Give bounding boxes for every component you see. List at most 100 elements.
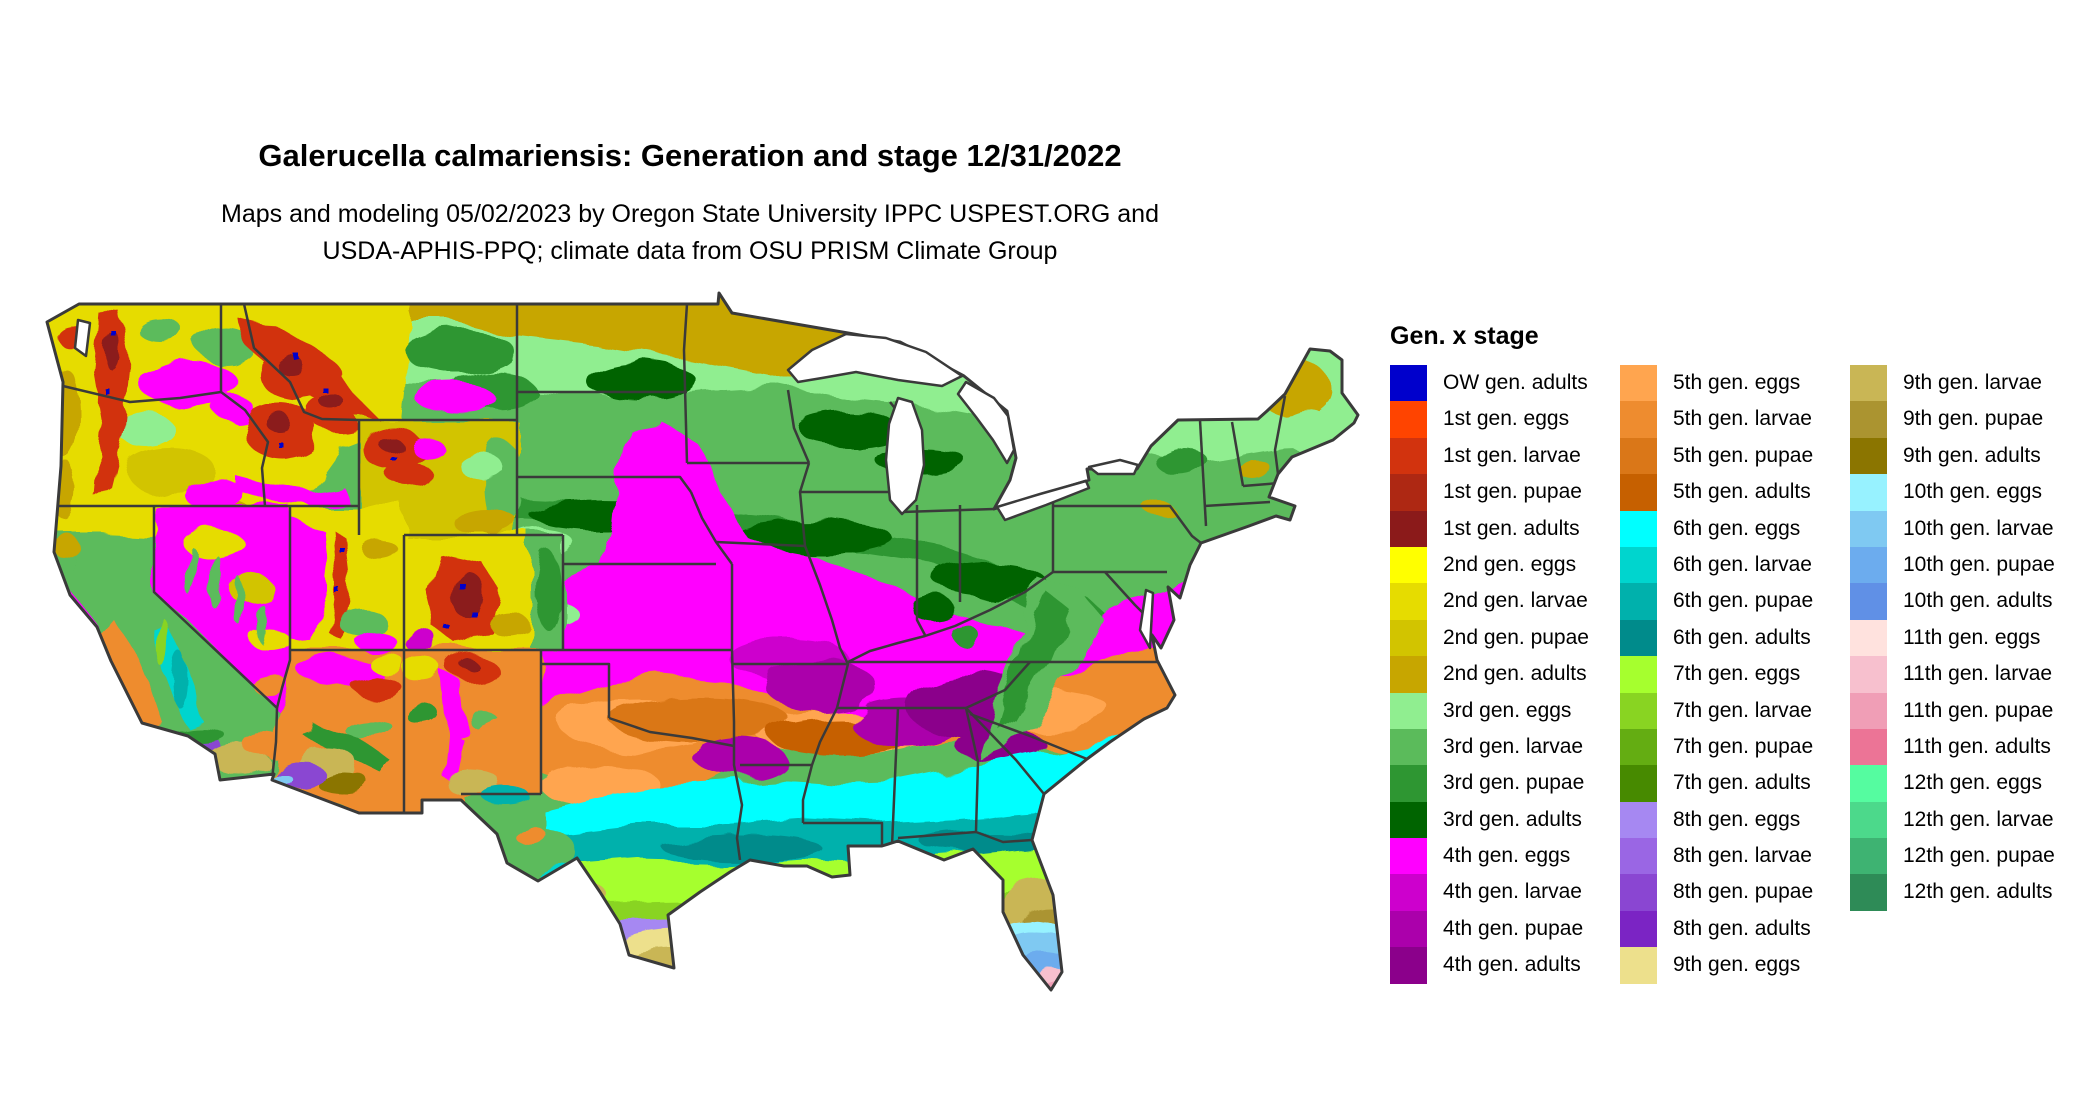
- legend-swatch: [1620, 619, 1657, 657]
- legend-label: 1st gen. adults: [1443, 516, 1580, 540]
- lake-michigan: [884, 396, 926, 516]
- legend-item: 9th gen. adults: [1850, 437, 2100, 475]
- legend-item: 5th gen. eggs: [1620, 365, 1850, 402]
- legend-item: 9th gen. larvae: [1850, 365, 2100, 402]
- legend-item: 4th gen. eggs: [1390, 838, 1620, 875]
- legend-item: 1st gen. adults: [1390, 510, 1620, 547]
- legend-label: 3rd gen. larvae: [1443, 734, 1584, 758]
- legend-swatch: [1390, 947, 1427, 984]
- legend-label: 6th gen. larvae: [1673, 552, 1812, 576]
- legend-swatch: [1620, 728, 1657, 766]
- legend-label: 9th gen. larvae: [1903, 371, 2042, 394]
- legend-label: 2nd gen. pupae: [1443, 625, 1589, 649]
- legend-swatch: [1620, 583, 1657, 620]
- legend-item: 8th gen. larvae: [1620, 838, 1850, 875]
- legend: Gen. x stage OW gen. adults 1st gen. eggs…: [1390, 322, 2090, 984]
- legend-swatch: [1620, 692, 1657, 729]
- legend-item: 4th gen. larvae: [1390, 874, 1620, 911]
- legend-swatch: [1850, 510, 1887, 547]
- legend-swatch: [1620, 656, 1657, 693]
- legend-label: 7th gen. adults: [1673, 771, 1811, 795]
- legend-swatch: [1390, 474, 1427, 511]
- legend-label: 6th gen. eggs: [1673, 516, 1801, 540]
- legend-swatch: [1620, 437, 1657, 475]
- legend-item: 9th gen. pupae: [1850, 401, 2100, 438]
- legend-item: 8th gen. eggs: [1620, 801, 1850, 839]
- us-phenology-map-svg: [45, 291, 1360, 992]
- legend-label: 10th gen. pupae: [1903, 552, 2055, 576]
- legend-item: 7th gen. eggs: [1620, 656, 1850, 693]
- legend-label: 2nd gen. adults: [1443, 662, 1587, 686]
- legend-label: 1st gen. larvae: [1443, 443, 1581, 467]
- legend-swatch: [1850, 801, 1887, 839]
- legend-item: 1st gen. eggs: [1390, 401, 1620, 438]
- legend-swatch: [1620, 838, 1657, 875]
- great-lakes: [73, 318, 1155, 650]
- map-subtitle-line2: USDA-APHIS-PPQ; climate data from OSU PR…: [322, 237, 1058, 265]
- legend-label: 12th gen. pupae: [1903, 844, 2055, 868]
- legend-item: 11th gen. adults: [1850, 728, 2100, 766]
- legend-swatch: [1850, 765, 1887, 802]
- legend-swatch: [1620, 765, 1657, 802]
- legend-swatch: [1390, 765, 1427, 802]
- legend-label: 7th gen. eggs: [1673, 662, 1801, 686]
- legend-item: 7th gen. pupae: [1620, 728, 1850, 766]
- legend-swatch: [1620, 401, 1657, 438]
- legend-item: 7th gen. larvae: [1620, 692, 1850, 729]
- legend-item: 11th gen. pupae: [1850, 692, 2100, 729]
- legend-label: 8th gen. adults: [1673, 916, 1811, 940]
- legend-label: 4th gen. adults: [1443, 953, 1581, 977]
- state-borders: [59, 303, 1293, 861]
- legend-item: 5th gen. adults: [1620, 474, 1850, 511]
- legend-columns: OW gen. adults 1st gen. eggs 1st gen. larv…: [1390, 365, 2090, 984]
- legend-label: 9th gen. pupae: [1903, 407, 2044, 431]
- legend-swatch: [1390, 656, 1427, 693]
- map-subtitle-line1: Maps and modeling 05/02/2023 by Oregon S…: [221, 200, 1159, 228]
- legend-item: 1st gen. larvae: [1390, 437, 1620, 475]
- legend-swatch: [1850, 874, 1887, 911]
- legend-item: 10th gen. larvae: [1850, 510, 2100, 547]
- legend-label: 2nd gen. larvae: [1443, 589, 1588, 613]
- legend-item: 3rd gen. pupae: [1390, 765, 1620, 802]
- legend-item: OW gen. adults: [1390, 365, 1620, 402]
- legend-item: 10th gen. pupae: [1850, 546, 2100, 584]
- legend-label: 7th gen. larvae: [1673, 698, 1812, 722]
- legend-swatch: [1850, 692, 1887, 729]
- legend-item: 5th gen. pupae: [1620, 437, 1850, 475]
- legend-swatch: [1620, 365, 1657, 402]
- legend-label: 9th gen. adults: [1903, 443, 2041, 467]
- legend-item: 1st gen. pupae: [1390, 474, 1620, 511]
- legend-swatch: [1850, 474, 1887, 511]
- legend-item: 6th gen. eggs: [1620, 510, 1850, 547]
- legend-label: 4th gen. pupae: [1443, 916, 1584, 940]
- legend-label: 11th gen. adults: [1903, 734, 2051, 758]
- lake-erie: [995, 479, 1091, 522]
- legend-swatch: [1850, 546, 1887, 584]
- legend-label: 2nd gen. eggs: [1443, 552, 1577, 576]
- legend-swatch: [1850, 437, 1887, 475]
- legend-item: 8th gen. adults: [1620, 910, 1850, 948]
- legend-column-3: 9th gen. larvae 9th gen. pupae 9th gen. ad…: [1850, 365, 2100, 911]
- legend-label: 8th gen. larvae: [1673, 844, 1812, 868]
- legend-label: 4th gen. larvae: [1443, 880, 1582, 904]
- legend-item: 11th gen. eggs: [1850, 619, 2100, 657]
- legend-label: 12th gen. larvae: [1903, 807, 2054, 831]
- legend-column-1: OW gen. adults 1st gen. eggs 1st gen. larv…: [1390, 365, 1620, 984]
- legend-item: 9th gen. eggs: [1620, 947, 1850, 984]
- legend-label: 12th gen. adults: [1903, 880, 2053, 904]
- legend-label: 8th gen. eggs: [1673, 807, 1801, 831]
- legend-swatch: [1390, 728, 1427, 766]
- legend-swatch: [1390, 437, 1427, 475]
- legend-item: 10th gen. adults: [1850, 583, 2100, 620]
- legend-swatch: [1390, 838, 1427, 875]
- legend-swatch: [1390, 910, 1427, 948]
- lake-ontario: [1087, 458, 1140, 476]
- legend-label: 5th gen. pupae: [1673, 443, 1814, 467]
- legend-swatch: [1620, 910, 1657, 948]
- lake-superior: [786, 332, 964, 388]
- legend-label: 7th gen. pupae: [1673, 734, 1814, 758]
- header: Galerucella calmariensis: Generation and…: [40, 138, 1340, 270]
- legend-swatch: [1620, 474, 1657, 511]
- legend-label: 10th gen. larvae: [1903, 516, 2054, 540]
- legend-swatch: [1850, 656, 1887, 693]
